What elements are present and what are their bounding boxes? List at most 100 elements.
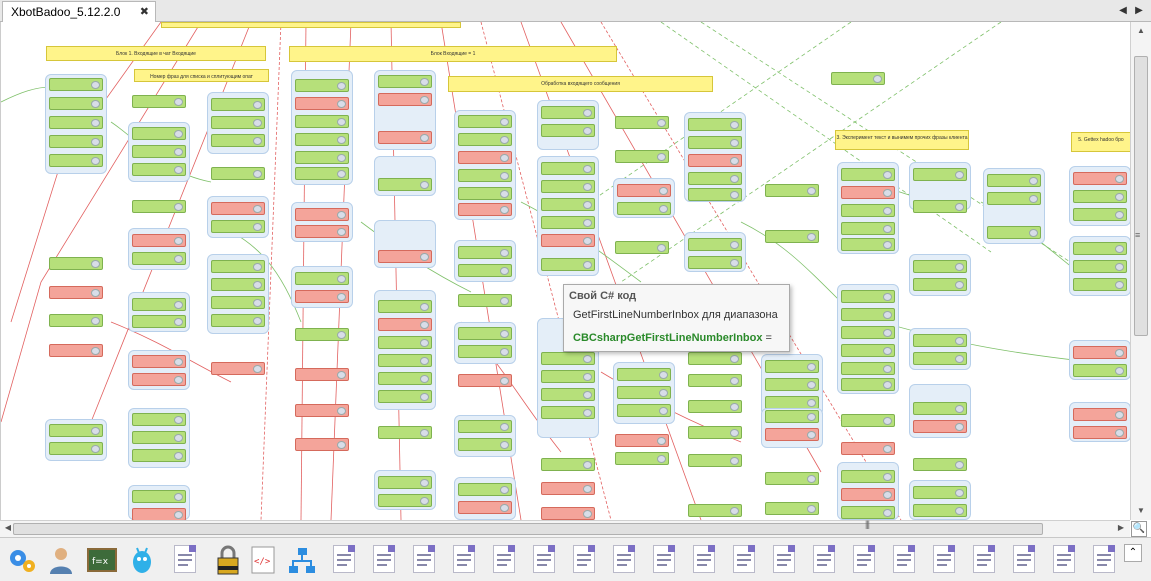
action-node[interactable] xyxy=(49,97,103,110)
action-node[interactable] xyxy=(541,198,595,211)
document-icon[interactable] xyxy=(893,545,915,573)
action-node[interactable] xyxy=(688,374,742,387)
action-node[interactable] xyxy=(458,327,512,340)
action-node[interactable] xyxy=(765,184,819,197)
action-node[interactable] xyxy=(458,246,512,259)
action-node[interactable] xyxy=(1073,190,1127,203)
action-node[interactable] xyxy=(378,250,432,263)
action-node[interactable] xyxy=(987,174,1041,187)
action-node[interactable] xyxy=(541,124,595,137)
action-node[interactable] xyxy=(49,442,103,455)
action-node[interactable] xyxy=(49,314,103,327)
action-node[interactable] xyxy=(688,154,742,167)
action-node[interactable] xyxy=(765,230,819,243)
action-node[interactable] xyxy=(541,370,595,383)
action-node[interactable] xyxy=(378,476,432,489)
action-node[interactable] xyxy=(617,386,671,399)
action-node[interactable] xyxy=(458,420,512,433)
document-icon[interactable] xyxy=(1053,545,1075,573)
action-node[interactable] xyxy=(841,414,895,427)
action-node[interactable] xyxy=(132,449,186,462)
action-node[interactable] xyxy=(458,203,512,216)
action-node[interactable] xyxy=(211,260,265,273)
action-node[interactable] xyxy=(841,308,895,321)
action-node[interactable] xyxy=(765,502,819,515)
close-icon[interactable]: ✖ xyxy=(139,6,149,18)
action-node[interactable] xyxy=(132,252,186,265)
action-node[interactable] xyxy=(132,413,186,426)
action-node[interactable] xyxy=(541,458,595,471)
action-node[interactable] xyxy=(132,200,186,213)
action-node[interactable] xyxy=(132,355,186,368)
zoom-icon[interactable]: 🔍 xyxy=(1131,521,1147,537)
action-node[interactable] xyxy=(378,390,432,403)
action-node[interactable] xyxy=(541,180,595,193)
robot-icon[interactable] xyxy=(126,544,158,576)
diagram-icon[interactable] xyxy=(286,544,318,576)
action-node[interactable] xyxy=(295,438,349,451)
action-node[interactable] xyxy=(765,472,819,485)
action-node[interactable] xyxy=(615,241,669,254)
action-node[interactable] xyxy=(987,226,1041,239)
action-node[interactable] xyxy=(295,97,349,110)
action-node[interactable] xyxy=(458,169,512,182)
scroll-right-icon[interactable]: ▶ xyxy=(1117,523,1125,532)
action-node[interactable] xyxy=(295,368,349,381)
action-node[interactable] xyxy=(841,470,895,483)
action-node[interactable] xyxy=(132,298,186,311)
action-node[interactable] xyxy=(378,75,432,88)
action-node[interactable] xyxy=(841,186,895,199)
action-node[interactable] xyxy=(295,272,349,285)
action-node[interactable] xyxy=(841,344,895,357)
action-node[interactable] xyxy=(765,428,819,441)
action-node[interactable] xyxy=(541,258,595,271)
action-node[interactable] xyxy=(378,354,432,367)
action-node[interactable] xyxy=(913,420,967,433)
action-node[interactable] xyxy=(913,504,967,517)
document-icon[interactable] xyxy=(773,545,795,573)
action-node[interactable] xyxy=(541,406,595,419)
action-node[interactable] xyxy=(295,167,349,180)
action-node[interactable] xyxy=(617,368,671,381)
document-icon[interactable] xyxy=(373,545,395,573)
action-node[interactable] xyxy=(688,188,742,201)
action-node[interactable] xyxy=(458,264,512,277)
document-icon[interactable] xyxy=(333,545,355,573)
action-node[interactable] xyxy=(378,178,432,191)
document-icon[interactable] xyxy=(533,545,555,573)
document-icon[interactable] xyxy=(413,545,435,573)
scroll-left-icon[interactable]: ◀ xyxy=(4,523,12,532)
action-node[interactable] xyxy=(913,352,967,365)
action-node[interactable] xyxy=(1073,346,1127,359)
document-icon[interactable] xyxy=(613,545,635,573)
action-node[interactable] xyxy=(458,151,512,164)
tab-project[interactable]: XbotBadoo_5.12.2.0 ✖ xyxy=(2,1,156,22)
action-node[interactable] xyxy=(541,216,595,229)
action-node[interactable] xyxy=(841,378,895,391)
action-node[interactable] xyxy=(211,116,265,129)
action-node[interactable] xyxy=(765,378,819,391)
document-icon[interactable] xyxy=(693,545,715,573)
action-node[interactable] xyxy=(617,184,671,197)
action-node[interactable] xyxy=(49,78,103,91)
action-node[interactable] xyxy=(913,334,967,347)
action-node[interactable] xyxy=(617,404,671,417)
action-node[interactable] xyxy=(378,318,432,331)
lock-icon[interactable] xyxy=(212,544,244,576)
action-node[interactable] xyxy=(541,234,595,247)
action-node[interactable] xyxy=(49,344,103,357)
action-node[interactable] xyxy=(688,426,742,439)
action-node[interactable] xyxy=(1073,242,1127,255)
document-icon[interactable] xyxy=(1093,545,1115,573)
action-node[interactable] xyxy=(378,336,432,349)
action-node[interactable] xyxy=(841,168,895,181)
action-node[interactable] xyxy=(541,482,595,495)
action-node[interactable] xyxy=(211,220,265,233)
action-node[interactable] xyxy=(615,150,669,163)
action-node[interactable] xyxy=(295,328,349,341)
action-node[interactable] xyxy=(378,494,432,507)
action-node[interactable] xyxy=(541,507,595,520)
action-node[interactable] xyxy=(49,424,103,437)
action-node[interactable] xyxy=(615,434,669,447)
document-icon[interactable] xyxy=(573,545,595,573)
